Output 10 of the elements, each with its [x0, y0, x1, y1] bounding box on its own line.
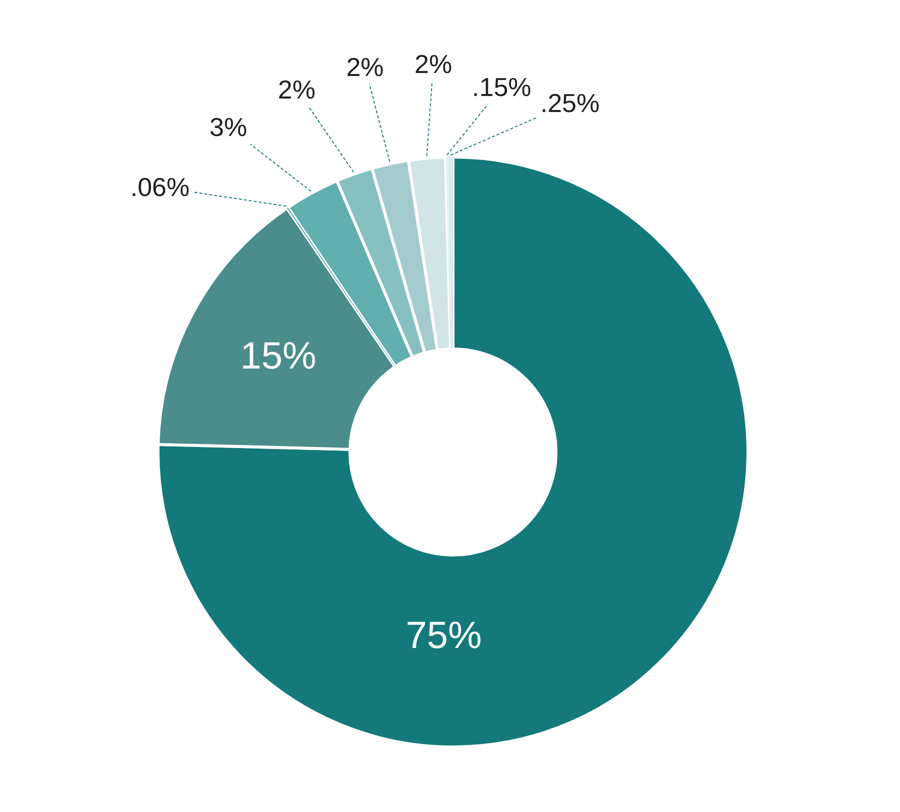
donut-slice: [446, 157, 452, 350]
data-label: 2%: [414, 49, 452, 79]
data-label: 75%: [406, 614, 482, 657]
data-label: .15%: [472, 72, 532, 102]
data-label: .25%: [540, 88, 600, 118]
data-label: 2%: [346, 52, 384, 82]
data-label: 2%: [278, 74, 316, 104]
data-label: 3%: [210, 112, 248, 142]
data-label: .06%: [130, 172, 190, 202]
data-label: 15%: [240, 336, 316, 378]
